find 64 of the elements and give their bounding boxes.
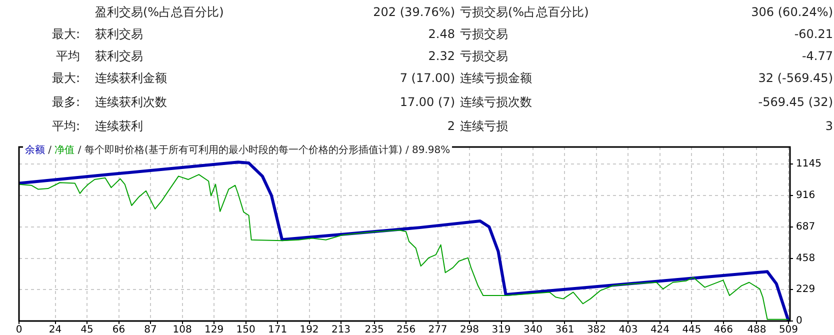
x-tick-label: 87	[144, 324, 157, 335]
text: 亏损交易	[460, 49, 508, 63]
x-tick-label: 488	[747, 324, 766, 335]
x-tick-label: 466	[714, 324, 734, 335]
text: -60.21	[794, 27, 833, 41]
text: 连续获利金额	[95, 71, 167, 85]
x-tick-label: 509	[778, 324, 798, 335]
text: 盈利交易(%占总百分比)	[95, 5, 224, 19]
text: 2	[447, 119, 455, 133]
x-tick-label: 171	[268, 324, 288, 335]
text: 亏损交易(%占总百分比)	[460, 5, 589, 19]
text: 7 (17.00)	[400, 71, 455, 85]
x-tick-label: 24	[48, 324, 62, 335]
text: 余额	[25, 145, 45, 156]
x-tick-label: 129	[204, 324, 224, 335]
chart-title: / 每个即时价格(基于所有可利用的最小时段的每一个价格的分形插值计算) / 89.98%	[76, 145, 450, 156]
text: 最大:	[52, 27, 80, 41]
x-tick-label: 235	[364, 324, 384, 335]
y-tick-label: 458	[796, 252, 816, 264]
x-tick-label: 445	[682, 324, 702, 335]
x-tick-label: 382	[586, 324, 606, 335]
text: 连续亏损金额	[460, 71, 532, 85]
text: 获利交易	[95, 27, 143, 41]
text: 连续亏损次数	[460, 95, 532, 109]
x-tick-label: 424	[650, 324, 670, 335]
text: 亏损交易	[460, 27, 508, 41]
text: 平均	[56, 49, 80, 63]
text: 连续亏损	[460, 119, 508, 133]
text: 连续获利	[95, 119, 143, 133]
annotation: /	[47, 145, 53, 156]
text: 2.48	[428, 27, 455, 41]
x-tick-label: 108	[172, 324, 192, 335]
text: 306 (60.24%)	[751, 5, 833, 19]
text: 3	[825, 119, 833, 133]
x-tick-label: 66	[112, 324, 126, 335]
y-tick-label: 1145	[796, 158, 822, 170]
x-tick-label: 0	[16, 324, 22, 335]
text: -569.45 (32)	[758, 95, 833, 109]
x-tick-label: 298	[460, 324, 480, 335]
y-tick-label: 229	[796, 284, 816, 296]
y-tick-label: 0	[796, 316, 802, 327]
x-tick-label: 192	[300, 324, 319, 335]
x-tick-label: 403	[618, 324, 638, 335]
text: 17.00 (7)	[400, 95, 455, 109]
x-tick-label: 277	[428, 324, 448, 335]
text: -4.77	[802, 49, 833, 63]
text: 32 (-569.45)	[758, 71, 833, 85]
x-tick-label: 213	[331, 324, 351, 335]
x-tick-label: 340	[523, 324, 543, 335]
x-tick-label: 45	[80, 324, 94, 335]
text: 获利交易	[95, 49, 143, 63]
x-tick-label: 361	[555, 324, 574, 335]
text: 净值	[54, 145, 75, 156]
text: 202 (39.76%)	[373, 5, 455, 19]
text: 最大:	[52, 71, 80, 85]
x-tick-label: 319	[492, 324, 511, 335]
text: 平均:	[52, 119, 80, 133]
text: 连续获利次数	[95, 95, 167, 109]
x-tick-label: 256	[396, 324, 416, 335]
y-tick-label: 916	[796, 190, 816, 202]
text: 最多:	[52, 95, 80, 109]
text: 2.32	[428, 49, 455, 63]
x-tick-label: 150	[236, 324, 256, 335]
y-tick-label: 687	[796, 221, 816, 232]
